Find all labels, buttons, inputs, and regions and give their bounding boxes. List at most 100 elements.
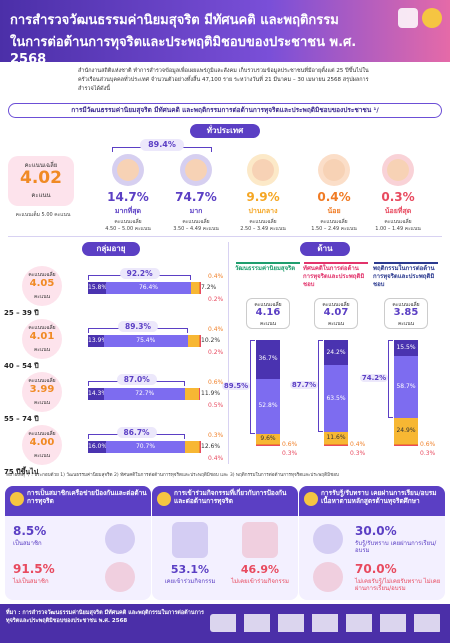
segment-label: 11.6%	[326, 434, 346, 442]
score: 4.16	[255, 307, 281, 318]
segment-label: 14.3%	[88, 390, 108, 397]
age-name: 55 – 74 ปี	[4, 415, 39, 423]
panel-header	[5, 486, 151, 516]
level-percent: 0.4%	[317, 190, 351, 204]
source: ที่มา : การสำรวจวัฒนธรรมค่านิยมสุจริต มี…	[6, 610, 204, 624]
segment-label: 12.6%	[201, 443, 221, 450]
score: 3.85	[393, 307, 419, 318]
score-circle	[22, 372, 62, 412]
level-name: มาก	[189, 207, 203, 215]
score-unit: คะแนน	[33, 347, 51, 353]
segment-label: 0.4%	[208, 455, 224, 462]
note: หมายเหตุ ¹/ : ประกอบด้วย 1) วัฒนธรรมค่าน…	[6, 473, 339, 478]
face-icon	[185, 159, 207, 181]
level-name: น้อย	[327, 207, 341, 215]
score-circle	[22, 319, 62, 359]
combined-label: 92.2%	[119, 268, 160, 279]
section-pill: ด้าน	[300, 242, 350, 256]
combined-label: 89.3%	[118, 321, 158, 332]
bar-segment	[324, 432, 348, 445]
score-label: คะแนนเฉลี่ย	[254, 302, 282, 308]
item-percent: 8.5%	[13, 524, 47, 538]
item-icon	[105, 524, 135, 554]
bar-segment	[188, 335, 200, 347]
face-icon	[252, 159, 274, 181]
title: การสำรวจวัฒนธรรมค่านิยมสุจริต มีทัศนคติ …	[10, 13, 339, 28]
segment-label: 52.8%	[258, 402, 278, 410]
dimension-name: ทัศนคติในการต่อต้านการทุจริตและประพฤติมิ…	[303, 265, 365, 288]
item-percent: 53.1%	[170, 563, 210, 576]
segment-label: 0.3%	[420, 450, 436, 457]
range: 1.50 – 2.49 คะแนน	[311, 226, 357, 232]
bar-segment	[394, 340, 418, 357]
combined-label: 87.7%	[290, 381, 318, 390]
segment-label: 0.4%	[208, 326, 224, 333]
item-icon	[313, 562, 343, 592]
section-pill: ทั่วประเทศ	[190, 124, 260, 138]
bracket	[388, 340, 393, 418]
item-label: รับรู้/รับทราบ เคยผ่านการเรียน/อบรม	[355, 540, 437, 554]
bar-segment	[394, 417, 418, 445]
bar-segment	[256, 433, 280, 445]
full-score: คะแนนเต็ม 5.00 คะแนน	[15, 212, 71, 218]
item-icon	[172, 522, 208, 558]
level-percent: 0.3%	[381, 190, 415, 204]
dimension-name: พฤติกรรมในการต่อต้านการทุจริตและประพฤติม…	[373, 265, 435, 288]
panel-icon	[304, 492, 318, 506]
segment-label: 0.5%	[208, 402, 224, 409]
bar-segment	[256, 340, 280, 379]
segment-label: 70.7%	[135, 443, 156, 450]
item-percent: 46.9%	[240, 563, 280, 576]
bar-segment	[88, 282, 106, 294]
combined-label: 89.5%	[222, 381, 250, 390]
section-pill: กลุ่มอายุ	[82, 242, 140, 256]
range: 1.00 – 1.49 คะแนน	[375, 226, 421, 232]
range: 3.50 – 4.49 คะแนน	[173, 226, 219, 232]
segment-label: 0.3%	[282, 450, 298, 457]
level-name: มากที่สุด	[114, 207, 142, 215]
item-percent: 30.0%	[355, 524, 397, 538]
segment-label: 58.7%	[396, 383, 416, 391]
range-label: คะแนนเฉลี่ย	[320, 219, 348, 225]
segment-label: 0.4%	[350, 441, 366, 448]
bar-segment	[105, 441, 186, 453]
score-unit: คะแนน	[33, 453, 51, 459]
score-box	[314, 298, 358, 329]
segment-label: 10.2%	[201, 337, 221, 344]
column-rule	[374, 262, 438, 264]
bar-segment	[105, 282, 192, 294]
section-title: การมีวัฒนธรรมค่านิยมสุจริต มีทัศนคติ และ…	[8, 103, 442, 118]
level-percent: 9.9%	[246, 190, 280, 204]
panel-header	[152, 486, 298, 516]
age-name: 40 – 54 ปี	[4, 362, 39, 370]
score: 4.07	[323, 307, 349, 318]
column-rule	[304, 262, 368, 264]
header-bg	[0, 0, 450, 62]
score-unit: คะแนน	[33, 294, 51, 300]
score-unit: คะแนน	[327, 321, 345, 327]
panel-icon	[10, 492, 24, 506]
bar-segment	[199, 388, 200, 400]
score-circle	[22, 425, 62, 465]
combined-label: 87.0%	[116, 374, 157, 385]
range: 4.50 – 5.00 คะแนน	[105, 226, 151, 232]
segment-label: 24.9%	[396, 426, 416, 434]
score-label: คะแนนเฉลี่ย	[392, 302, 420, 308]
segment-label: 11.9%	[201, 390, 221, 397]
score: 4.02	[20, 168, 62, 188]
panel-title: การเข้าร่วมกิจกรรมที่เกี่ยวกับการป้องกัน…	[174, 489, 287, 505]
age-name: 75 ปีขึ้นไป	[4, 468, 39, 476]
score-label: คะแนนเฉลี่ย	[28, 325, 56, 331]
score-label: คะแนนเฉลี่ย	[28, 431, 56, 437]
segment-label: 76.4%	[138, 284, 158, 291]
score-box	[246, 298, 290, 329]
level-name: น้อยที่สุด	[384, 207, 412, 215]
bar-segment	[256, 378, 280, 434]
face-icon	[387, 159, 409, 181]
segment-label: 0.6%	[282, 441, 298, 448]
level-percent: 74.7%	[175, 190, 217, 204]
segment-label: 15.5%	[396, 344, 416, 352]
level-percent: 14.7%	[107, 190, 149, 204]
segment-label: 63.5%	[326, 394, 346, 402]
bar-segment	[198, 388, 200, 400]
